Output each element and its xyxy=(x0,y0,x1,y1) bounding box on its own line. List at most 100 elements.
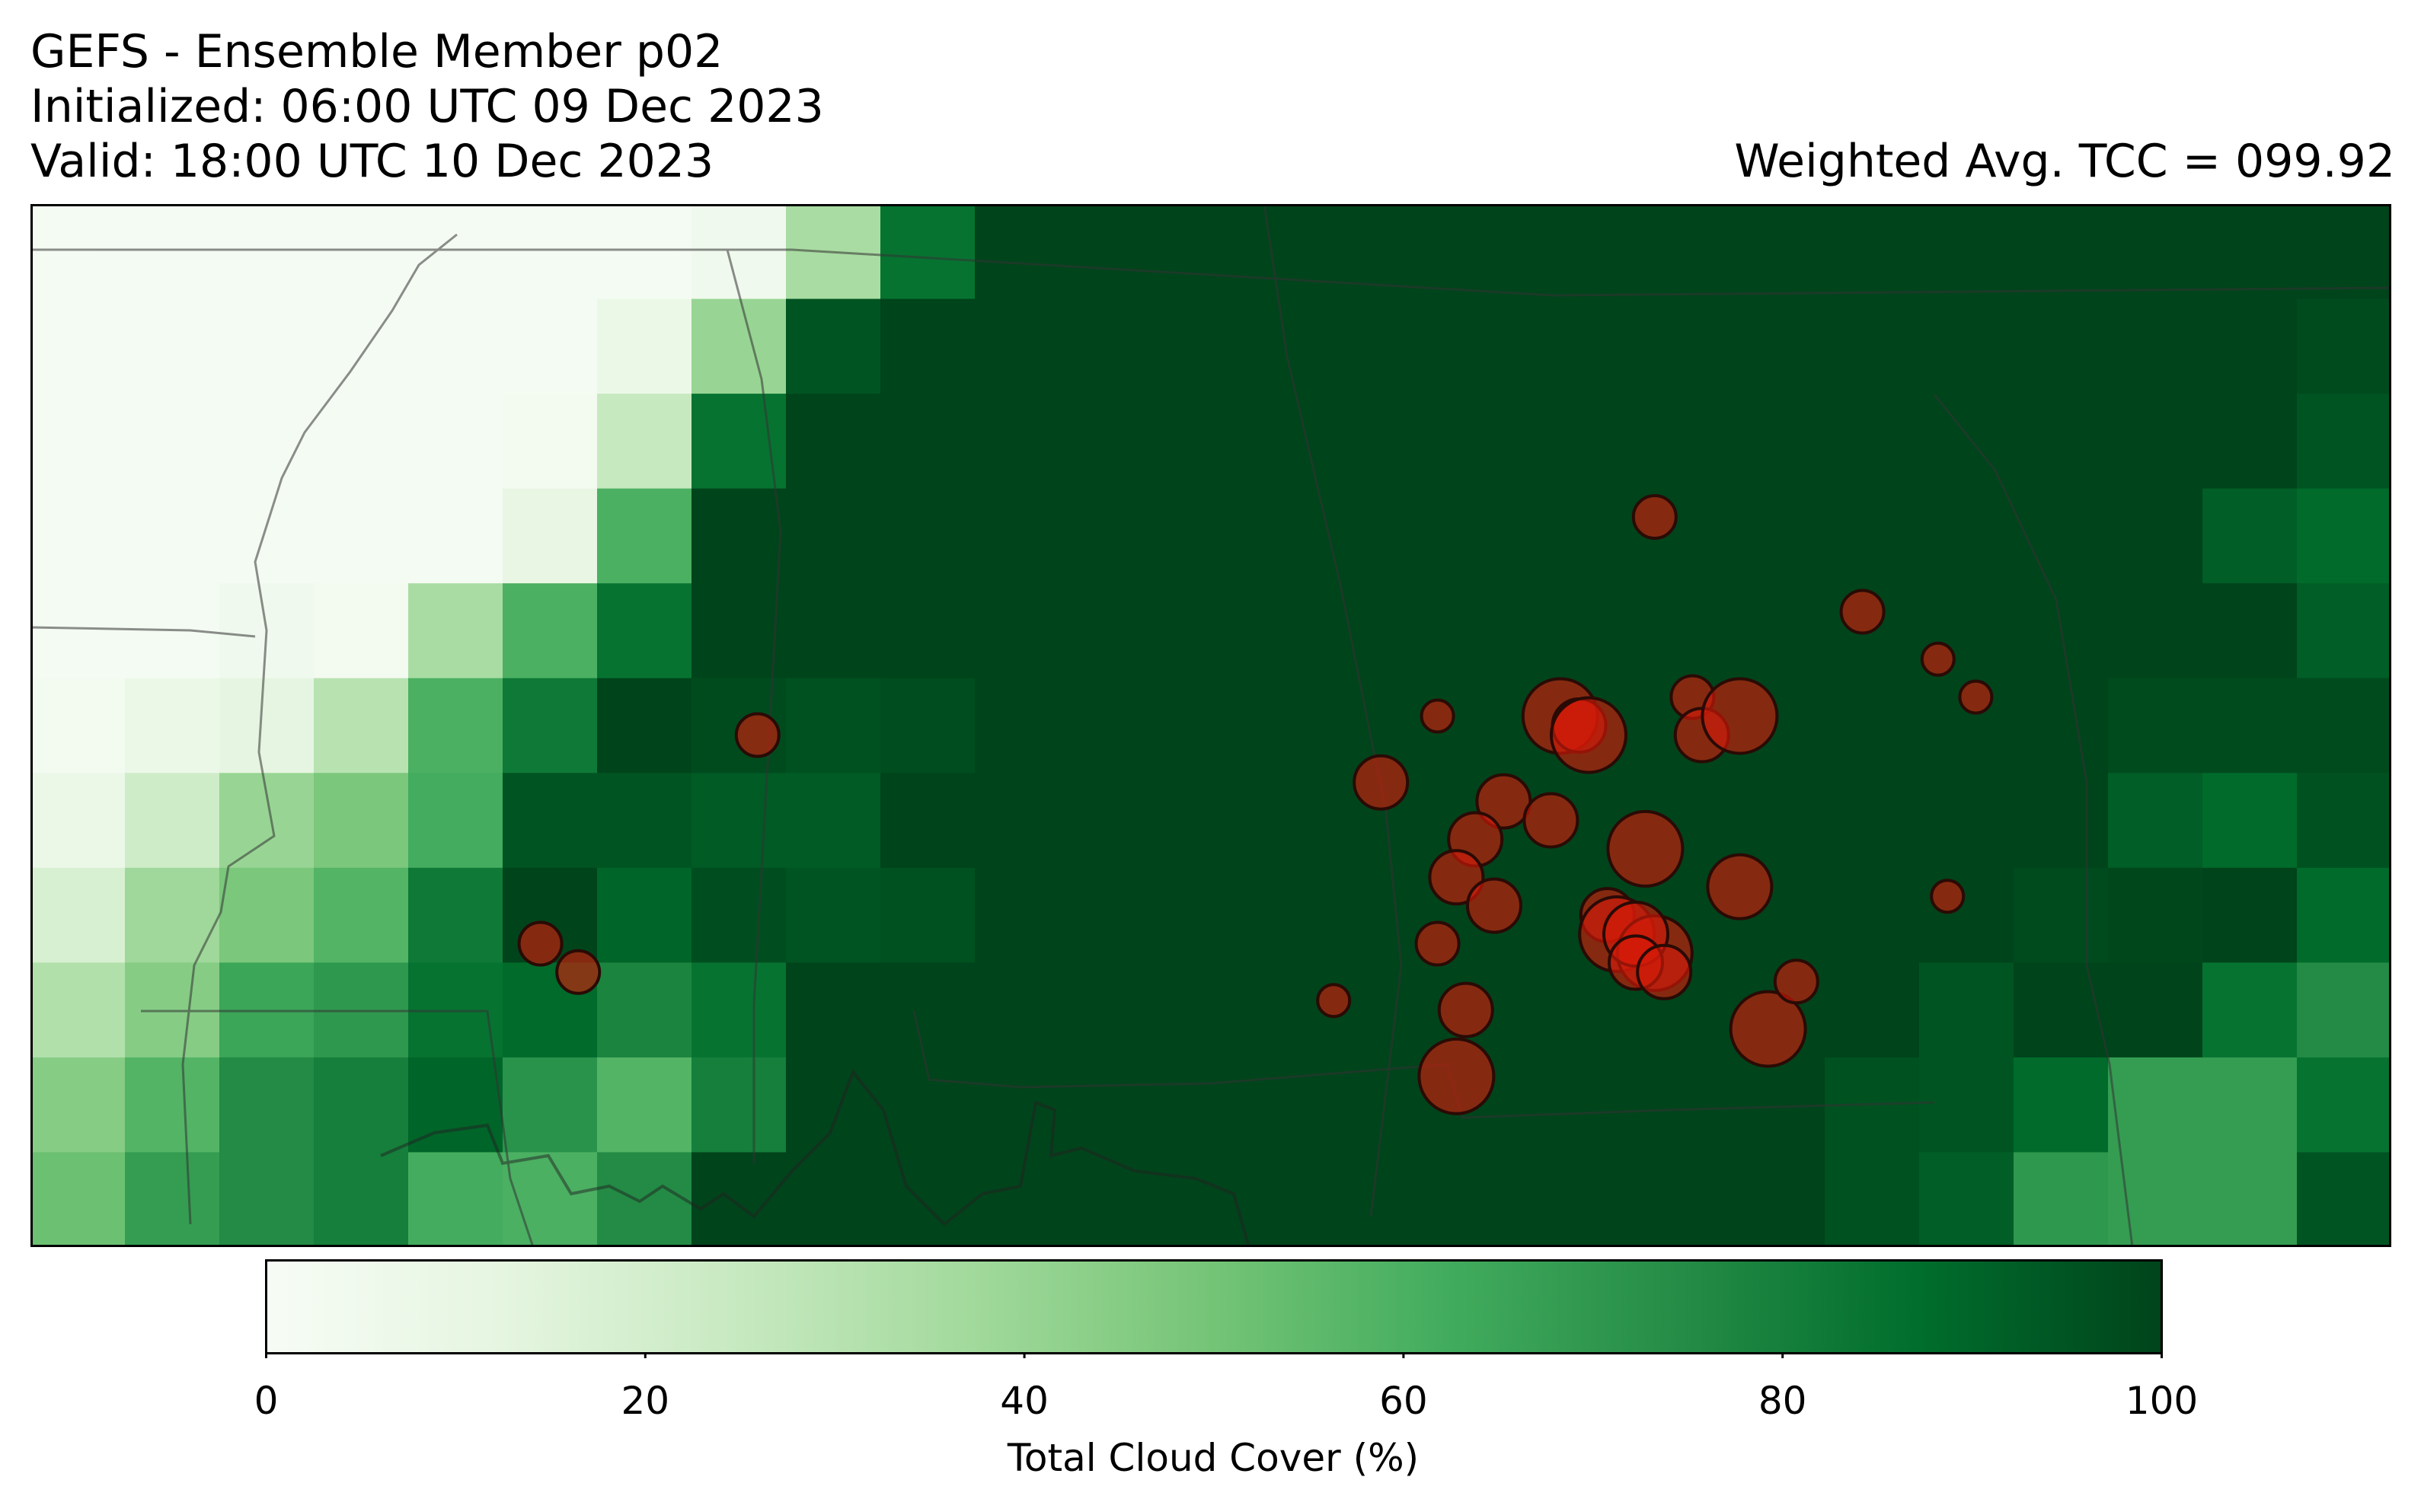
grid-cell xyxy=(1069,394,1164,490)
grid-cell xyxy=(1353,1152,1448,1247)
border-coast-east xyxy=(1933,394,2134,1247)
border-south-line xyxy=(141,1010,535,1247)
grid-cell xyxy=(219,1057,315,1153)
grid-cell xyxy=(1069,867,1164,963)
colorbar xyxy=(265,1259,2163,1358)
grid-cell xyxy=(408,298,503,394)
grid-cell xyxy=(880,298,976,394)
grid-cell xyxy=(314,773,409,869)
grid-cell xyxy=(1069,488,1164,584)
grid-cell xyxy=(1825,488,1920,584)
grid-cell xyxy=(2108,583,2203,679)
grid-cell xyxy=(2202,298,2298,394)
grid-cell xyxy=(1164,1152,1259,1247)
grid-cell xyxy=(975,583,1070,679)
title-model: GEFS - Ensemble Member p02 xyxy=(30,25,723,78)
colorbar-title: Total Cloud Cover (%) xyxy=(1007,1436,1420,1480)
grid-cell xyxy=(314,394,409,490)
grid-cell xyxy=(125,204,220,300)
grid-cell xyxy=(691,773,787,869)
grid-cell xyxy=(597,298,692,394)
colorbar-ticks xyxy=(265,1354,2163,1358)
grid-cell xyxy=(125,488,220,584)
grid-cell xyxy=(1069,298,1164,394)
grid-cell xyxy=(975,962,1070,1058)
grid-cell xyxy=(1919,298,2014,394)
grid-cell xyxy=(691,583,787,679)
grid-cell xyxy=(1069,1057,1164,1153)
grid-cell xyxy=(219,773,315,869)
grid-cell xyxy=(2014,1057,2109,1153)
grid-cell xyxy=(314,583,409,679)
grid-cell xyxy=(2297,1152,2391,1247)
station-marker xyxy=(555,949,602,995)
coastline xyxy=(380,1069,1250,1247)
cloud-cover-grid xyxy=(30,204,2391,1247)
grid-cell xyxy=(314,1057,409,1153)
grid-cell xyxy=(1258,394,1353,490)
grid-cell xyxy=(219,298,315,394)
grid-cell xyxy=(1541,298,1637,394)
grid-cell xyxy=(1541,204,1637,300)
grid-cell xyxy=(786,867,881,963)
cloud-cover-map xyxy=(30,204,2391,1247)
grid-cell xyxy=(2297,773,2391,869)
weighted-average-label: Weighted Avg. TCC = 099.92 xyxy=(1734,135,2395,188)
grid-cell xyxy=(503,298,598,394)
grid-cell xyxy=(597,394,692,490)
grid-cell xyxy=(975,488,1070,584)
grid-cell xyxy=(314,678,409,774)
grid-cell xyxy=(408,1057,503,1153)
grid-cell xyxy=(597,204,692,300)
grid-cell xyxy=(2014,962,2109,1058)
station-marker xyxy=(1437,981,1494,1038)
grid-cell xyxy=(1069,773,1164,869)
station-marker xyxy=(1414,920,1461,967)
grid-cell xyxy=(2297,583,2391,679)
grid-cell xyxy=(1730,488,1825,584)
station-marker xyxy=(1701,677,1779,755)
grid-cell xyxy=(1258,678,1353,774)
grid-cell xyxy=(1919,394,2014,490)
grid-cell xyxy=(1825,204,1920,300)
grid-cell xyxy=(1825,394,1920,490)
grid-cell xyxy=(1164,298,1259,394)
grid-cell xyxy=(503,1057,598,1153)
title-valid: Valid: 18:00 UTC 10 Dec 2023 xyxy=(30,135,714,188)
station-marker xyxy=(1316,983,1352,1019)
grid-cell xyxy=(2108,773,2203,869)
grid-cell xyxy=(2108,204,2203,300)
grid-cell xyxy=(1164,773,1259,869)
colorbar-tick-label: 80 xyxy=(1758,1379,1807,1423)
grid-cell xyxy=(314,488,409,584)
grid-cell xyxy=(2014,394,2109,490)
grid-cell xyxy=(1636,1152,1731,1247)
grid-cell xyxy=(2014,204,2109,300)
grid-cell xyxy=(2108,678,2203,774)
grid-cell xyxy=(2014,1152,2109,1247)
grid-cell xyxy=(597,1057,692,1153)
grid-cell xyxy=(1825,962,1920,1058)
grid-cell xyxy=(30,394,126,490)
grid-cell xyxy=(30,773,126,869)
grid-cell xyxy=(2297,488,2391,584)
grid-cell xyxy=(597,1152,692,1247)
grid-cell xyxy=(30,204,126,300)
border-state-a xyxy=(726,249,782,1163)
grid-cell xyxy=(1919,867,2014,963)
grid-cell xyxy=(1919,962,2014,1058)
grid-cell xyxy=(975,678,1070,774)
grid-cell xyxy=(1353,583,1448,679)
grid-cell xyxy=(1636,298,1731,394)
colorbar-tick-label: 20 xyxy=(621,1379,670,1423)
grid-cell xyxy=(408,583,503,679)
grid-cell xyxy=(1353,394,1448,490)
station-marker xyxy=(1606,809,1685,888)
station-marker xyxy=(734,712,781,758)
grid-cell xyxy=(2014,867,2109,963)
grid-cell xyxy=(1164,488,1259,584)
grid-cell xyxy=(30,488,126,584)
grid-cell xyxy=(408,678,503,774)
grid-cell xyxy=(2202,1057,2298,1153)
grid-cell xyxy=(2014,488,2109,584)
